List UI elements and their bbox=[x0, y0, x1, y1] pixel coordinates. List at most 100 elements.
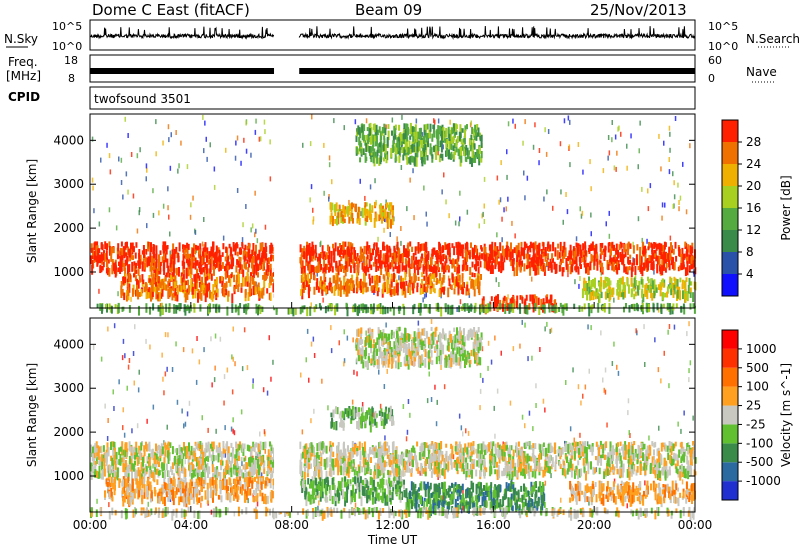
echo-cell bbox=[538, 160, 540, 166]
echo-cell bbox=[183, 423, 185, 429]
echo-cell bbox=[593, 255, 596, 262]
echo-cell bbox=[407, 453, 410, 463]
echo-cell bbox=[325, 252, 328, 259]
echo-cell bbox=[658, 255, 661, 266]
echo-cell bbox=[312, 336, 315, 342]
echo-cell bbox=[451, 127, 454, 134]
echo-cell bbox=[169, 262, 172, 272]
echo-cell bbox=[105, 268, 108, 274]
echo-cell bbox=[483, 203, 485, 209]
echo-cell bbox=[464, 125, 467, 132]
echo-cell bbox=[206, 276, 209, 281]
echo-cell bbox=[367, 134, 370, 144]
echo-cell bbox=[124, 460, 127, 468]
echo-cell bbox=[372, 138, 375, 147]
echo-cell bbox=[511, 249, 514, 259]
echo-cell bbox=[569, 119, 571, 125]
echo-cell bbox=[152, 472, 155, 481]
echo-cell bbox=[397, 264, 400, 274]
echo-cell bbox=[261, 255, 264, 263]
echo-cell bbox=[602, 282, 605, 290]
echo-cell bbox=[559, 463, 562, 469]
echo-cell bbox=[90, 444, 93, 453]
echo-cell bbox=[155, 119, 157, 125]
echo-cell bbox=[215, 304, 217, 313]
echo-cell bbox=[115, 225, 118, 231]
echo-cell bbox=[161, 256, 164, 263]
echo-cell bbox=[155, 281, 157, 287]
echo-cell bbox=[480, 247, 483, 252]
echo-cell bbox=[342, 265, 345, 273]
echo-cell bbox=[666, 291, 669, 298]
echo-cell bbox=[161, 289, 164, 297]
echo-cell bbox=[247, 498, 249, 504]
echo-cell bbox=[688, 377, 690, 383]
echo-cell bbox=[133, 273, 135, 278]
echo-cell bbox=[329, 263, 332, 272]
echo-cell bbox=[600, 276, 603, 287]
echo-cell bbox=[588, 306, 591, 317]
echo-cell bbox=[148, 470, 151, 480]
echo-cell bbox=[241, 264, 243, 275]
echo-cell bbox=[567, 256, 570, 262]
echo-cell bbox=[164, 332, 167, 338]
echo-cell bbox=[457, 135, 459, 143]
echo-cell bbox=[616, 364, 618, 370]
echo-cell bbox=[655, 255, 658, 262]
echo-cell bbox=[479, 405, 481, 411]
echo-cell bbox=[596, 261, 599, 271]
echo-cell bbox=[437, 118, 440, 124]
echo-cell bbox=[383, 275, 386, 281]
echo-cell bbox=[178, 284, 181, 292]
echo-cell bbox=[204, 120, 206, 126]
echo-cell bbox=[479, 372, 482, 378]
echo-cell bbox=[584, 283, 587, 288]
echo-cell bbox=[114, 268, 117, 278]
echo-cell bbox=[247, 471, 250, 476]
echo-cell bbox=[386, 211, 389, 222]
echo-cell bbox=[147, 292, 150, 299]
echo-cell bbox=[370, 252, 372, 262]
echo-cell bbox=[162, 203, 165, 209]
echo-cell bbox=[132, 193, 135, 199]
echo-cell bbox=[331, 266, 334, 273]
echo-cell bbox=[167, 454, 170, 464]
echo-cell bbox=[604, 246, 607, 251]
echo-cell bbox=[400, 362, 402, 367]
echo-cell bbox=[137, 280, 140, 286]
echo-cell bbox=[540, 249, 543, 255]
echo-cell bbox=[340, 211, 343, 217]
echo-cell bbox=[111, 457, 114, 468]
echo-cell bbox=[114, 261, 117, 267]
echo-cell bbox=[511, 297, 514, 307]
echo-cell bbox=[234, 361, 236, 367]
echo-cell bbox=[577, 142, 580, 147]
echo-cell bbox=[342, 242, 345, 251]
echo-cell bbox=[568, 144, 571, 150]
echo-cell bbox=[188, 462, 191, 472]
echo-cell bbox=[421, 278, 423, 285]
echo-cell bbox=[497, 294, 499, 304]
echo-cell bbox=[249, 456, 252, 467]
echo-cell bbox=[507, 196, 509, 202]
echo-cell bbox=[624, 284, 626, 291]
echo-cell bbox=[131, 449, 134, 459]
echo-cell bbox=[390, 274, 393, 280]
echo-cell bbox=[641, 302, 644, 312]
echo-cell bbox=[113, 447, 116, 456]
echo-cell bbox=[392, 140, 395, 148]
echo-cell bbox=[90, 243, 93, 252]
echo-cell bbox=[152, 273, 155, 283]
echo-cell bbox=[218, 253, 221, 263]
echo-cell bbox=[343, 361, 345, 367]
echo-cell bbox=[255, 303, 258, 314]
echo-region-7 bbox=[355, 122, 483, 167]
echo-cell bbox=[607, 287, 610, 293]
echo-cell bbox=[393, 257, 396, 262]
echo-cell bbox=[406, 123, 409, 129]
echo-cell bbox=[333, 118, 335, 124]
echo-cell bbox=[171, 367, 174, 372]
echo-cell bbox=[266, 390, 269, 396]
echo-cell bbox=[504, 457, 507, 466]
echo-cell bbox=[238, 248, 241, 255]
